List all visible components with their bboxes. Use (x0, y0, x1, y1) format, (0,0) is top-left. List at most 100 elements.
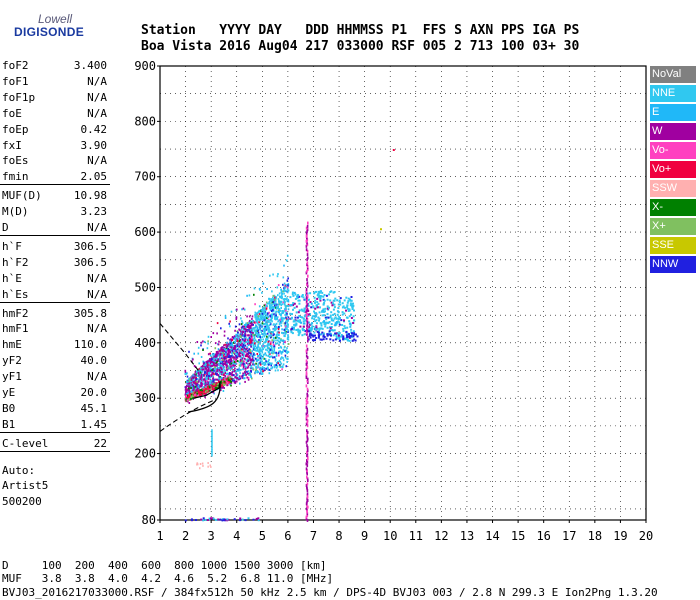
echo-point (284, 287, 286, 290)
echo-point (188, 380, 191, 383)
echo-point (243, 346, 246, 349)
echo-point (257, 350, 260, 353)
echo-point (236, 356, 239, 359)
echo-point (305, 244, 308, 248)
echo-point (210, 517, 212, 520)
echo-point (261, 315, 264, 318)
echo-point (230, 366, 232, 369)
echo-point (342, 305, 345, 308)
echo-point (224, 315, 227, 318)
echo-point (250, 343, 252, 346)
echo-point (307, 377, 309, 381)
echo-point (209, 377, 211, 380)
echo-point (284, 323, 287, 326)
echo-point (289, 304, 292, 307)
echo-point (250, 341, 253, 344)
echo-point (217, 350, 219, 353)
echo-point (306, 321, 309, 325)
echo-point (289, 312, 292, 315)
echo-point (247, 359, 250, 362)
echo-point (305, 372, 308, 376)
echo-point (280, 297, 283, 300)
echo-point (298, 309, 301, 312)
echo-point (268, 372, 271, 375)
echo-point (242, 372, 244, 375)
echo-point (271, 301, 274, 304)
echo-point (233, 381, 236, 384)
echo-point (282, 276, 285, 279)
echo-point (254, 339, 257, 342)
echo-point (297, 319, 299, 322)
echo-point (305, 309, 308, 313)
echo-point (242, 368, 244, 371)
echo-point (211, 356, 214, 359)
echo-point (246, 370, 248, 373)
echo-point (205, 380, 208, 382)
echo-point (245, 324, 247, 326)
echo-point (283, 300, 285, 303)
echo-point (286, 254, 289, 257)
echo-point (217, 384, 220, 387)
echo-point (260, 331, 263, 333)
echo-point (287, 308, 290, 311)
echo-point (306, 410, 309, 414)
echo-point (240, 348, 242, 350)
echo-point (273, 305, 275, 308)
echo-point (280, 357, 282, 360)
echo-point (223, 356, 225, 359)
echo-point (299, 325, 302, 328)
echo-point (305, 311, 308, 315)
echo-point (238, 340, 241, 343)
echo-point (215, 362, 217, 365)
echo-point (224, 372, 227, 374)
param-value: N/A (87, 154, 107, 168)
x-tick-label: 5 (259, 529, 266, 543)
echo-point (306, 477, 309, 481)
echo-point (294, 297, 297, 300)
x-tick-label: 16 (536, 529, 550, 543)
echo-point (246, 315, 248, 318)
echo-point (261, 318, 263, 321)
echo-point (271, 362, 273, 365)
echo-point (337, 320, 340, 323)
legend-vo: Vo- (650, 142, 696, 159)
echo-point (306, 460, 309, 464)
echo-point (281, 339, 284, 342)
echo-point (305, 293, 308, 296)
echo-point (306, 356, 309, 360)
param-row: MUF(D) 10.98 (2, 190, 107, 204)
echo-point (307, 274, 309, 278)
echo-point (282, 357, 284, 360)
echo-point (255, 318, 257, 321)
echo-point (269, 306, 272, 309)
param-value: N/A (87, 90, 107, 104)
echo-point (221, 386, 223, 389)
param-value: 45.1 (80, 401, 108, 415)
echo-point (259, 348, 261, 351)
echo-point (227, 345, 229, 348)
echo-point (192, 381, 195, 383)
echo-point (353, 332, 356, 335)
echo-point (244, 372, 247, 375)
echo-point (346, 304, 349, 307)
echo-point (265, 328, 268, 331)
echo-point (239, 369, 241, 372)
echo-point (269, 307, 271, 310)
echo-point (312, 335, 315, 338)
echo-point (225, 349, 228, 351)
echo-point (272, 301, 275, 304)
echo-point (258, 305, 261, 308)
echo-point (271, 366, 274, 369)
echo-point (205, 364, 207, 367)
echo-point (303, 308, 306, 311)
echo-point (264, 325, 266, 328)
echo-point (247, 370, 250, 373)
echo-point (289, 296, 292, 299)
echo-point (250, 364, 253, 367)
echo-point (254, 321, 257, 324)
echo-point (209, 352, 211, 355)
echo-point (241, 332, 244, 335)
echo-point (211, 453, 213, 457)
echo-point (271, 320, 273, 323)
echo-point (203, 340, 206, 343)
